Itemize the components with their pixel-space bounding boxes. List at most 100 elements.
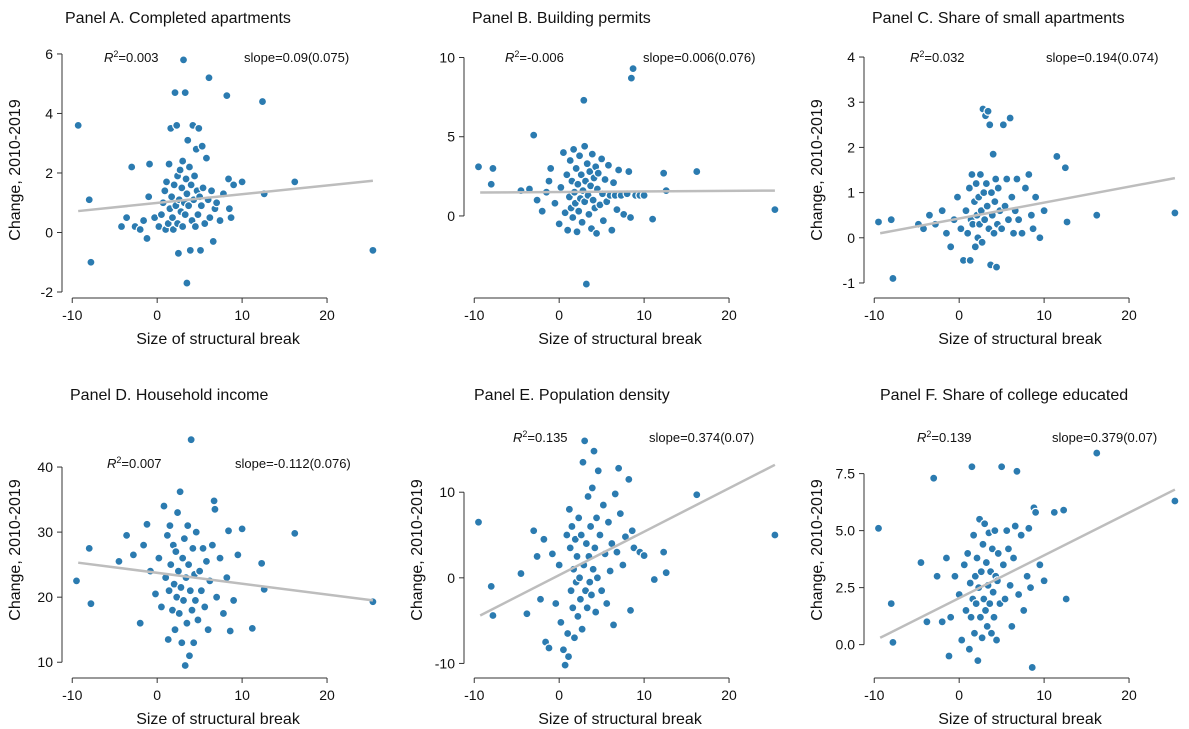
data-point (135, 618, 145, 628)
data-point (692, 490, 702, 500)
data-point (985, 598, 995, 609)
data-point (198, 543, 208, 553)
r-squared-annotation: R2=0.007 (107, 455, 162, 471)
data-point (1002, 526, 1012, 536)
data-point (201, 556, 212, 566)
data-point (1031, 507, 1041, 517)
data-point (172, 507, 183, 518)
data-point (597, 154, 607, 164)
data-point (966, 612, 976, 622)
data-point (142, 233, 152, 244)
data-point (941, 553, 952, 563)
data-point (1022, 571, 1032, 581)
data-point (625, 605, 636, 615)
x-tick-label: 0 (955, 687, 963, 703)
data-point (1025, 583, 1036, 593)
data-point (1039, 576, 1049, 586)
data-point (247, 623, 257, 634)
data-point (1005, 113, 1015, 123)
data-point (568, 212, 578, 223)
data-point (575, 594, 586, 604)
data-point (612, 205, 622, 215)
data-point (532, 551, 542, 562)
data-point (990, 197, 1000, 207)
data-point (522, 609, 532, 619)
data-point (970, 242, 980, 252)
x-tick-label: 10 (234, 307, 250, 323)
data-point (473, 162, 484, 172)
data-point (208, 236, 218, 247)
x-tick-label: 20 (319, 687, 335, 703)
data-point (649, 574, 659, 585)
data-point (990, 526, 1000, 536)
data-point (589, 446, 599, 456)
data-point (965, 578, 975, 588)
data-point (144, 159, 155, 169)
data-point (1014, 215, 1024, 225)
data-point (171, 547, 181, 557)
data-point (178, 221, 188, 232)
data-point (957, 635, 967, 645)
data-point (988, 587, 998, 597)
y-tick-label: 0 (847, 230, 855, 246)
data-point (574, 206, 584, 216)
data-point (162, 530, 172, 540)
data-point (574, 573, 585, 583)
data-point (628, 63, 638, 74)
data-point (186, 435, 196, 445)
data-point (956, 224, 966, 234)
data-point (184, 560, 194, 570)
data-point (592, 573, 602, 583)
data-point (1092, 448, 1102, 458)
data-point (982, 621, 992, 631)
data-point (209, 496, 219, 506)
fit-line (479, 463, 776, 617)
data-point (1035, 560, 1045, 570)
data-point (164, 159, 174, 169)
data-point (982, 201, 992, 211)
data-point (138, 540, 149, 550)
data-point (170, 625, 180, 635)
data-point (1092, 210, 1102, 220)
fit-line (480, 189, 775, 194)
data-point (581, 538, 591, 549)
slope-annotation: slope=-0.112(0.076) (235, 456, 351, 471)
data-point (529, 130, 539, 140)
data-point (203, 625, 213, 635)
y-axis-label: Change, 2010-2019 (409, 479, 426, 621)
data-point (178, 156, 188, 166)
data-point (659, 168, 669, 178)
data-point (190, 221, 200, 232)
data-point (964, 183, 974, 193)
data-point (980, 215, 990, 225)
data-point (1003, 544, 1014, 554)
data-point (175, 165, 185, 175)
data-point (950, 571, 960, 581)
data-point (577, 624, 587, 634)
data-point (973, 655, 983, 666)
data-point (174, 608, 184, 619)
data-point (581, 279, 591, 289)
data-point (603, 517, 614, 527)
data-point (578, 457, 588, 467)
panel-title: Panel C. Share of small apartments (872, 10, 1125, 27)
x-tick-label: 20 (319, 307, 335, 323)
data-point (486, 581, 496, 591)
data-point (86, 257, 96, 267)
data-point (181, 174, 191, 184)
data-point (567, 521, 577, 532)
x-tick-label: 0 (955, 307, 963, 323)
data-point (929, 473, 939, 483)
data-point (1010, 521, 1020, 531)
data-point (156, 210, 167, 220)
y-tick-label: 40 (37, 459, 53, 475)
y-tick-label: -10 (435, 655, 455, 671)
data-point (225, 626, 235, 636)
data-point (86, 599, 96, 609)
data-point (186, 180, 196, 190)
y-tick-label: -1 (843, 275, 856, 291)
data-point (159, 501, 169, 511)
data-point (593, 168, 603, 178)
x-tick-label: 20 (1121, 687, 1137, 703)
